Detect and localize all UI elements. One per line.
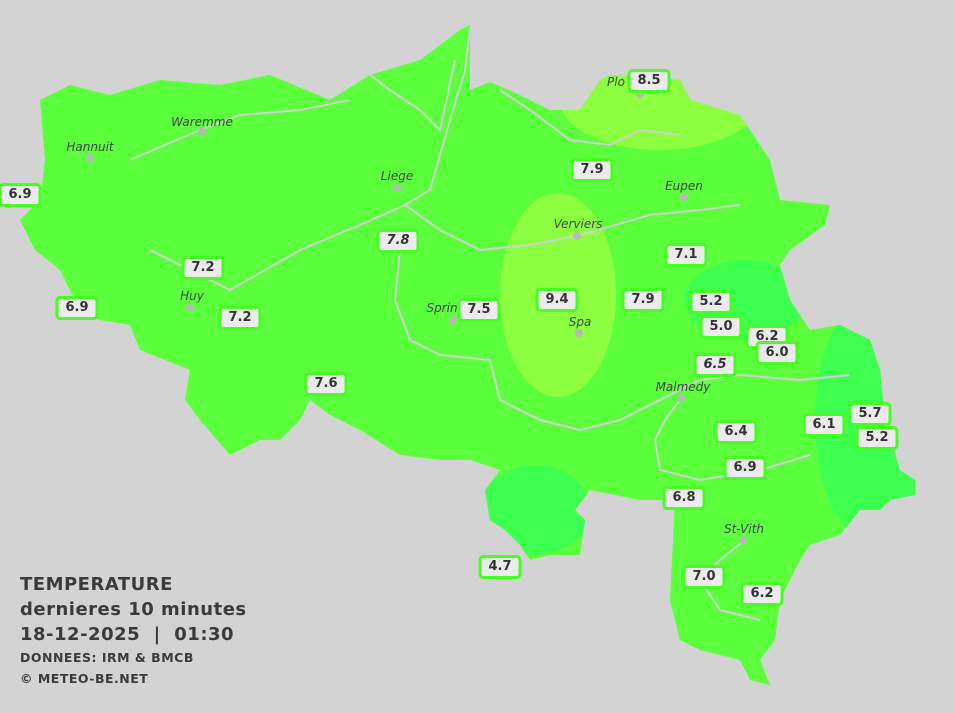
cool-zone-south (480, 465, 590, 555)
city-label: Verviers (553, 217, 603, 231)
station-temperature-label[interactable]: 7.1 (664, 243, 708, 267)
city-label: Huy (180, 289, 204, 303)
city-label: Hannuit (66, 140, 114, 154)
city-marker-icon (739, 536, 747, 544)
city-label: Eupen (665, 179, 703, 193)
station-temperature-label[interactable]: 6.9 (0, 183, 42, 207)
station-temperature-label[interactable]: 5.7 (848, 402, 892, 426)
city-label: Plo (607, 75, 625, 89)
station-temperature-label[interactable]: 6.2 (740, 582, 784, 606)
station-temperature-label[interactable]: 6.9 (55, 296, 99, 320)
city-label: Waremme (171, 115, 233, 129)
station-temperature-label[interactable]: 6.8 (662, 486, 706, 510)
city-label: Liege (380, 169, 414, 183)
city-marker-icon (198, 128, 206, 136)
station-temperature-label[interactable]: 8.5 (627, 69, 671, 93)
legend-title: TEMPERATURE (20, 574, 173, 595)
station-temperature-label[interactable]: 6.9 (723, 456, 767, 480)
city-marker-icon (393, 184, 401, 192)
province-area (20, 25, 915, 685)
city-marker-icon (186, 304, 194, 312)
station-temperature-label[interactable]: 6.4 (714, 420, 758, 444)
river (499, 89, 681, 147)
station-temperature-label[interactable]: 7.2 (218, 306, 262, 330)
legend-copyright: © METEO-BE.NET (20, 671, 149, 686)
station-temperature-label[interactable]: 5.0 (699, 315, 743, 339)
city-marker-icon (449, 316, 457, 324)
station-temperature-label[interactable]: 7.9 (621, 288, 665, 312)
map-legend: TEMPERATURE dernieres 10 minutes 18-12-2… (20, 572, 247, 689)
river (369, 59, 456, 133)
city-label: St-Vith (723, 522, 765, 536)
station-temperature-label[interactable]: 7.6 (304, 372, 348, 396)
station-temperature-label[interactable]: 7.9 (570, 158, 614, 182)
station-temperature-label[interactable]: 9.4 (535, 288, 579, 312)
city-label: Spa (568, 315, 592, 329)
station-temperature-label[interactable]: 4.7 (478, 555, 522, 579)
legend-source: DONNEES: IRM & BMCB (20, 650, 194, 665)
station-temperature-label[interactable]: 6.1 (802, 413, 846, 437)
station-temperature-label[interactable]: 5.2 (855, 426, 899, 450)
station-temperature-label[interactable]: 7.0 (682, 565, 726, 589)
river (404, 204, 741, 252)
city-marker-icon (86, 154, 94, 162)
station-temperature-label[interactable]: 6.5 (693, 353, 737, 377)
legend-datetime: 18-12-2025 | 01:30 (20, 624, 235, 645)
station-temperature-label[interactable]: 7.2 (181, 256, 225, 280)
rivers (129, 29, 851, 621)
city-label: Sprin (426, 301, 458, 315)
city-marker-icon (573, 232, 581, 240)
river (129, 99, 351, 161)
city-marker-icon (575, 329, 583, 337)
legend-subtitle: dernieres 10 minutes (20, 599, 247, 620)
station-temperature-label[interactable]: 7.5 (457, 298, 501, 322)
station-temperature-label[interactable]: 7.8 (376, 229, 420, 253)
city-marker-icon (636, 90, 644, 98)
city-marker-icon (680, 193, 688, 201)
warm-zone-north (560, 50, 760, 150)
station-temperature-label[interactable]: 5.2 (689, 290, 733, 314)
city-label: Malmedy (655, 380, 711, 394)
city-marker-icon (677, 394, 685, 402)
station-temperature-label[interactable]: 6.0 (755, 341, 799, 365)
